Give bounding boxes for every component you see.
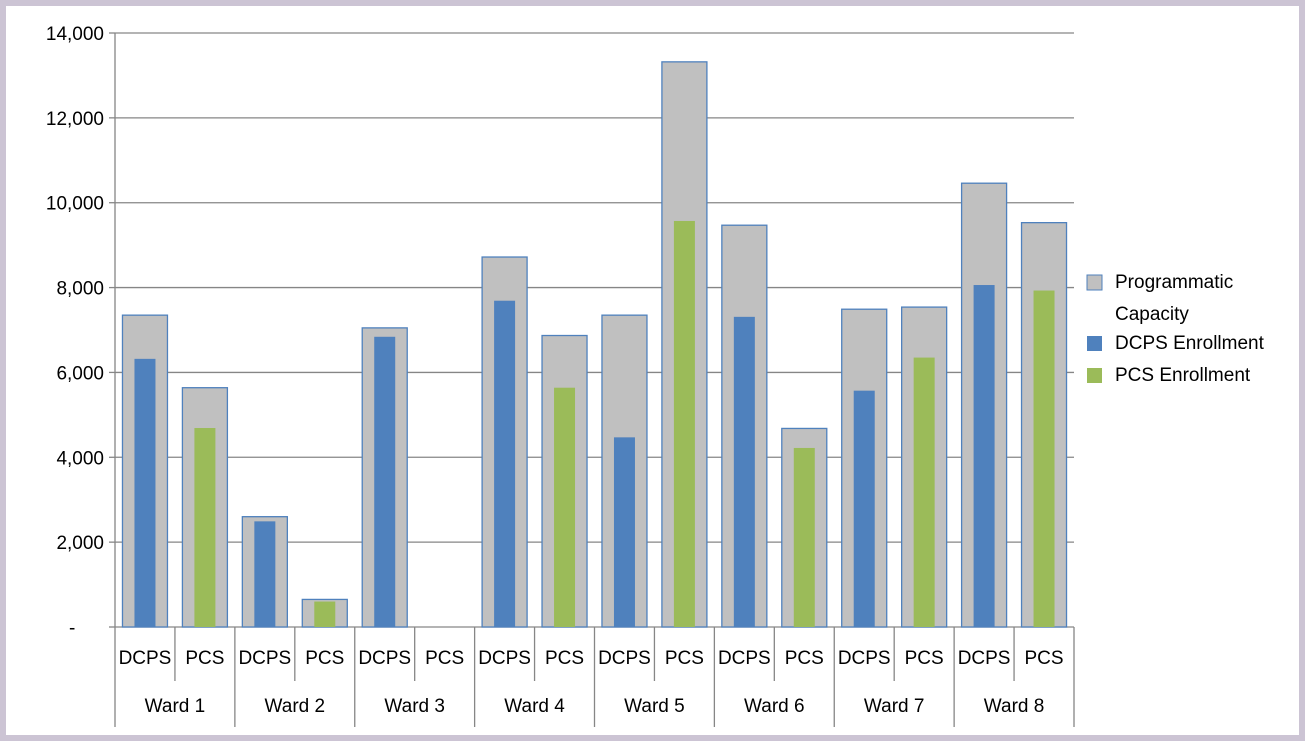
dcps-enrollment-bar bbox=[733, 316, 755, 627]
legend-swatch bbox=[1086, 274, 1103, 291]
group-label: Ward 2 bbox=[265, 696, 326, 717]
dcps-enrollment-bar bbox=[973, 285, 995, 627]
pcs-enrollment-bar bbox=[554, 387, 576, 627]
category-label: PCS bbox=[785, 648, 824, 669]
dcps-enrollment-bar bbox=[134, 358, 156, 627]
category-label: DCPS bbox=[838, 648, 891, 669]
category-label: PCS bbox=[905, 648, 944, 669]
group-label: Ward 1 bbox=[145, 696, 206, 717]
y-tick-label: 2,000 bbox=[56, 533, 104, 554]
group-label: Ward 4 bbox=[504, 696, 565, 717]
y-tick-label: 8,000 bbox=[56, 279, 104, 300]
category-label: DCPS bbox=[119, 648, 172, 669]
category-label: DCPS bbox=[238, 648, 291, 669]
y-tick-label: 12,000 bbox=[46, 109, 104, 130]
y-tick-label: 10,000 bbox=[46, 194, 104, 215]
group-label: Ward 5 bbox=[624, 696, 685, 717]
pcs-enrollment-bar bbox=[673, 220, 695, 628]
legend-label: Capacity bbox=[1115, 304, 1189, 325]
category-label: DCPS bbox=[358, 648, 411, 669]
category-label: PCS bbox=[185, 648, 224, 669]
y-tick-label: 14,000 bbox=[46, 24, 104, 45]
category-label: PCS bbox=[1024, 648, 1063, 669]
category-label: PCS bbox=[545, 648, 584, 669]
legend-label: PCS Enrollment bbox=[1115, 365, 1251, 386]
category-label: DCPS bbox=[718, 648, 771, 669]
category-label: PCS bbox=[305, 648, 344, 669]
category-label: DCPS bbox=[478, 648, 531, 669]
y-tick-label: - bbox=[69, 618, 75, 639]
dcps-enrollment-bar bbox=[254, 521, 276, 627]
pcs-enrollment-bar bbox=[913, 357, 935, 627]
group-label: Ward 6 bbox=[744, 696, 805, 717]
category-label: DCPS bbox=[598, 648, 651, 669]
legend-swatch bbox=[1087, 336, 1102, 351]
bar-chart: - 2,000 4,000 6,000 8,000 10,000 12,000 14,000 D… bbox=[46, 24, 1265, 727]
legend-label: Programmatic bbox=[1115, 272, 1233, 293]
legend-label: DCPS Enrollment bbox=[1115, 333, 1265, 354]
dcps-enrollment-bar bbox=[494, 300, 516, 627]
y-tick-label: 6,000 bbox=[56, 363, 104, 384]
pcs-enrollment-bar bbox=[194, 428, 216, 627]
dcps-enrollment-bar bbox=[853, 390, 875, 627]
pcs-enrollment-bar bbox=[1033, 290, 1055, 627]
group-label: Ward 3 bbox=[384, 696, 445, 717]
dcps-enrollment-bar bbox=[613, 437, 635, 627]
legend-swatch bbox=[1087, 368, 1102, 383]
y-tick-label: 4,000 bbox=[56, 448, 104, 469]
category-label: DCPS bbox=[958, 648, 1011, 669]
group-label: Ward 7 bbox=[864, 696, 925, 717]
category-label: PCS bbox=[425, 648, 464, 669]
pcs-enrollment-bar bbox=[793, 447, 815, 627]
chart-frame: - 2,000 4,000 6,000 8,000 10,000 12,000 14,000 D… bbox=[6, 6, 1299, 735]
pcs-enrollment-bar bbox=[314, 601, 336, 627]
category-label: PCS bbox=[665, 648, 704, 669]
dcps-enrollment-bar bbox=[374, 336, 396, 627]
group-label: Ward 8 bbox=[984, 696, 1045, 717]
